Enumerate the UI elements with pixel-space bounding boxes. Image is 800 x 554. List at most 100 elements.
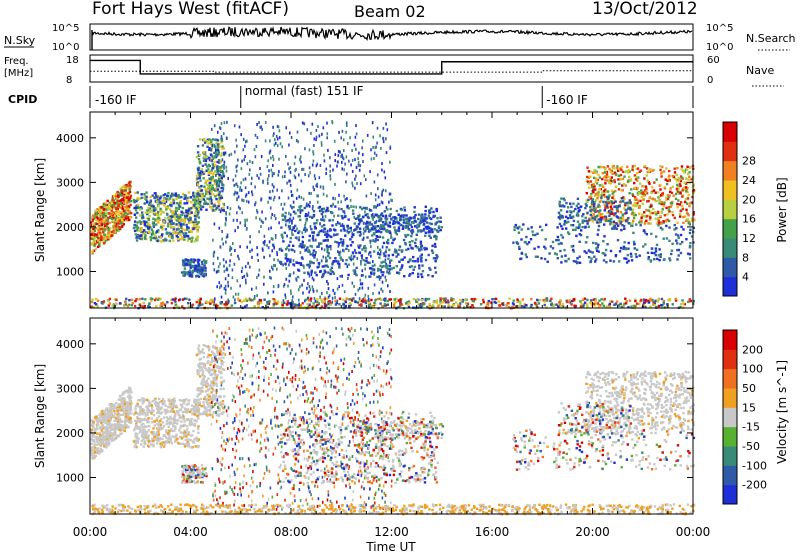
scatter-cell <box>236 279 239 283</box>
scatter-cell <box>687 172 690 176</box>
scatter-cell <box>108 207 111 210</box>
scatter-cell <box>99 215 102 218</box>
scatter-cell <box>315 273 318 277</box>
scatter-cell <box>557 305 560 308</box>
scatter-cell <box>365 257 368 260</box>
scatter-cell <box>633 242 636 246</box>
scatter-cell <box>312 252 315 255</box>
scatter-cell <box>422 219 425 222</box>
scatter-cell <box>649 297 652 300</box>
scatter-cell <box>692 211 695 214</box>
scatter-cell <box>611 300 614 303</box>
scatter-cell <box>352 297 355 300</box>
scatter-cell <box>584 226 587 229</box>
scatter-cell <box>232 178 235 182</box>
scatter-cell <box>679 233 683 237</box>
scatter-cell <box>647 199 650 203</box>
scatter-cell <box>374 263 376 267</box>
scatter-cell <box>214 179 216 183</box>
scatter-cell <box>269 190 271 194</box>
scatter-cell <box>569 216 572 219</box>
scatter-cell <box>370 157 373 161</box>
scatter-cell <box>128 212 131 215</box>
scatter-cell <box>611 192 614 195</box>
scatter-cell <box>443 297 446 301</box>
scatter-cell <box>203 195 206 198</box>
scatter-cell <box>605 173 609 176</box>
scatter-cell <box>412 221 415 225</box>
scatter-cell <box>326 250 329 253</box>
scatter-cell <box>254 201 257 205</box>
scatter-cell <box>331 219 334 222</box>
scatter-cell <box>379 134 381 138</box>
scatter-cell <box>162 194 165 197</box>
scatter-cell <box>608 180 611 183</box>
scatter-cell <box>378 275 380 279</box>
scatter-cell <box>649 210 652 213</box>
scatter-cell <box>378 297 382 300</box>
scatter-cell <box>159 304 162 308</box>
scatter-cell <box>486 301 489 305</box>
scatter-cell <box>342 227 346 230</box>
scatter-cell <box>198 258 201 262</box>
scatter-cell <box>216 172 219 175</box>
scatter-cell <box>421 220 424 223</box>
scatter-cell <box>673 167 676 170</box>
scatter-cell <box>432 306 435 309</box>
scatter-cell <box>294 229 297 233</box>
scatter-cell <box>428 266 431 270</box>
scatter-cell <box>222 147 226 150</box>
scatter-cell <box>337 153 340 157</box>
scatter-cell <box>413 219 416 223</box>
scatter-cell <box>187 302 190 305</box>
scatter-cell <box>679 184 682 188</box>
scatter-cell <box>258 230 260 234</box>
scatter-cell <box>175 197 178 201</box>
scatter-cell <box>572 209 575 213</box>
scatter-cell <box>253 295 256 298</box>
scatter-cell <box>340 214 344 218</box>
scatter-cell <box>683 171 686 174</box>
scatter-cell <box>190 260 193 263</box>
scatter-cell <box>262 241 265 245</box>
scatter-cell <box>688 175 691 178</box>
scatter-cell <box>154 297 158 300</box>
scatter-cell <box>345 247 348 251</box>
scatter-cell <box>386 267 390 271</box>
scatter-cell <box>593 203 596 206</box>
scatter-cell <box>218 208 221 211</box>
scatter-cell <box>194 215 197 218</box>
scatter-cell <box>662 221 665 224</box>
scatter-cell <box>325 245 329 248</box>
scatter-cell <box>419 303 422 306</box>
scatter-cell <box>231 276 234 280</box>
scatter-cell <box>416 257 420 260</box>
scatter-cell <box>398 223 402 226</box>
scatter-cell <box>196 228 199 232</box>
scatter-cell <box>339 256 342 259</box>
scatter-cell <box>284 217 286 221</box>
scatter-cell <box>160 240 163 243</box>
scatter-cell <box>304 306 307 309</box>
scatter-cell <box>237 205 240 209</box>
scatter-cell <box>431 230 434 234</box>
scatter-cell <box>159 197 162 200</box>
scatter-cell <box>543 300 546 303</box>
scatter-cell <box>197 211 200 214</box>
scatter-cell <box>194 259 197 262</box>
scatter-cell <box>251 255 253 259</box>
scatter-cell <box>217 202 221 206</box>
scatter-cell <box>561 204 564 207</box>
scatter-cell <box>589 301 592 305</box>
scatter-cell <box>490 301 493 304</box>
scatter-cell <box>673 216 676 220</box>
scatter-cell <box>587 170 591 173</box>
scatter-cell <box>112 230 116 233</box>
scatter-cell <box>210 169 213 172</box>
scatter-cell <box>128 210 131 213</box>
scatter-cell <box>229 207 232 211</box>
scatter-cell <box>362 153 364 157</box>
scatter-cell <box>613 303 616 306</box>
scatter-cell <box>377 215 381 218</box>
scatter-cell <box>329 228 332 231</box>
